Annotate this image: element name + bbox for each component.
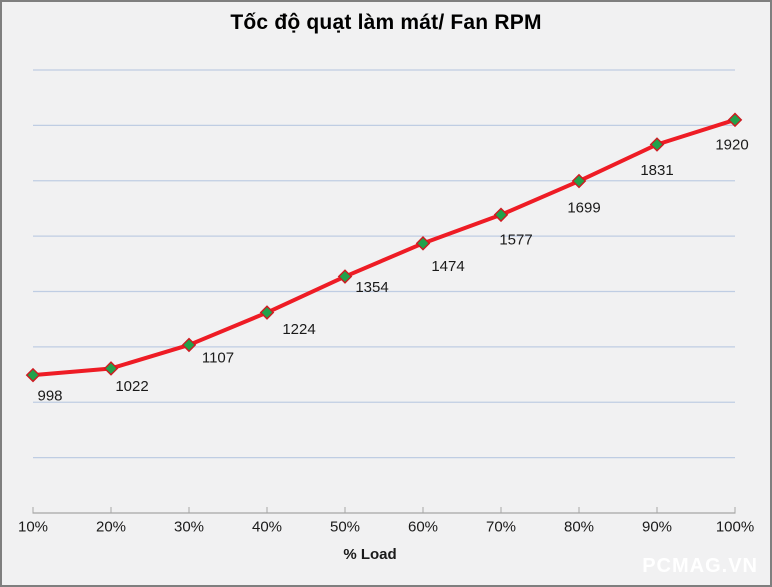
data-label: 998 bbox=[37, 388, 62, 405]
x-tick-label: 50% bbox=[330, 519, 360, 536]
data-point-marker bbox=[337, 269, 353, 284]
data-point-marker bbox=[181, 337, 197, 353]
x-axis-title: % Load bbox=[343, 546, 397, 563]
data-point-marker bbox=[493, 207, 509, 223]
x-tick-label: 70% bbox=[486, 519, 516, 536]
x-tick-label: 60% bbox=[408, 519, 438, 536]
data-label: 1354 bbox=[355, 279, 388, 296]
data-point-marker bbox=[571, 173, 587, 189]
data-label: 1577 bbox=[499, 231, 532, 248]
x-tick-label: 10% bbox=[18, 519, 48, 536]
data-label: 1920 bbox=[715, 136, 748, 153]
pcmag-watermark-logo: PCMAG.VN bbox=[642, 555, 758, 577]
x-tick-label: 40% bbox=[252, 519, 282, 536]
data-point-marker bbox=[415, 236, 431, 251]
x-tick-label: 30% bbox=[174, 519, 204, 536]
data-point-marker bbox=[259, 305, 275, 320]
data-label: 1224 bbox=[282, 321, 315, 338]
data-point-marker bbox=[103, 361, 119, 376]
fan-rpm-line bbox=[31, 117, 737, 378]
data-label: 1699 bbox=[567, 200, 600, 217]
data-point-marker bbox=[727, 112, 743, 128]
x-tick-label: 90% bbox=[642, 519, 672, 536]
data-label: 1022 bbox=[115, 378, 148, 395]
x-tick-label: 80% bbox=[564, 519, 594, 536]
x-tick-label: 20% bbox=[96, 519, 126, 536]
chart-title: Tốc độ quạt làm mát/ Fan RPM bbox=[230, 11, 542, 34]
x-tick-label: 100% bbox=[716, 519, 754, 536]
data-point-marker bbox=[649, 137, 665, 152]
data-label: 1107 bbox=[202, 349, 234, 366]
data-label: 1474 bbox=[431, 258, 464, 275]
data-label: 1831 bbox=[640, 162, 673, 179]
data-point-marker bbox=[25, 367, 41, 383]
